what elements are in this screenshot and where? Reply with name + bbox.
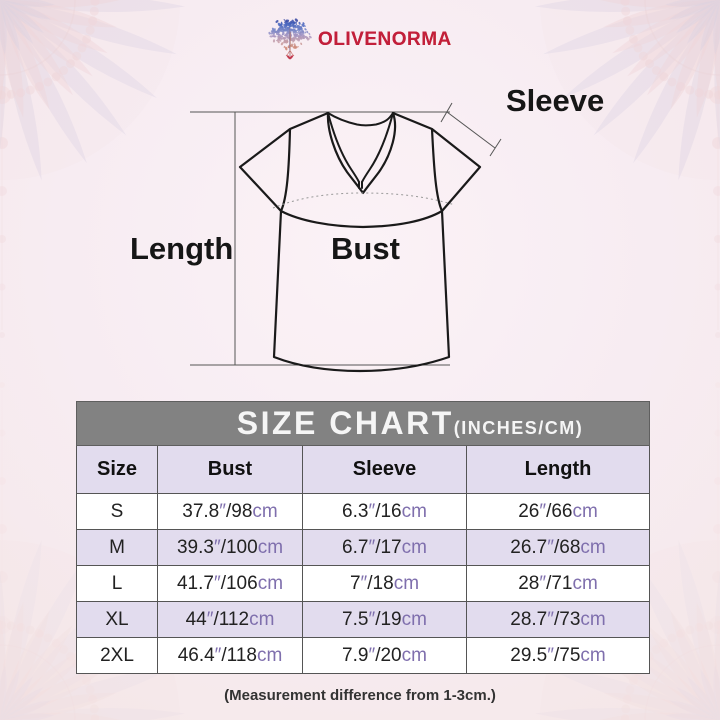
- svg-text:Sleeve: Sleeve: [506, 83, 604, 118]
- svg-text:Length: Length: [130, 231, 233, 266]
- svg-text:Bust: Bust: [331, 231, 400, 266]
